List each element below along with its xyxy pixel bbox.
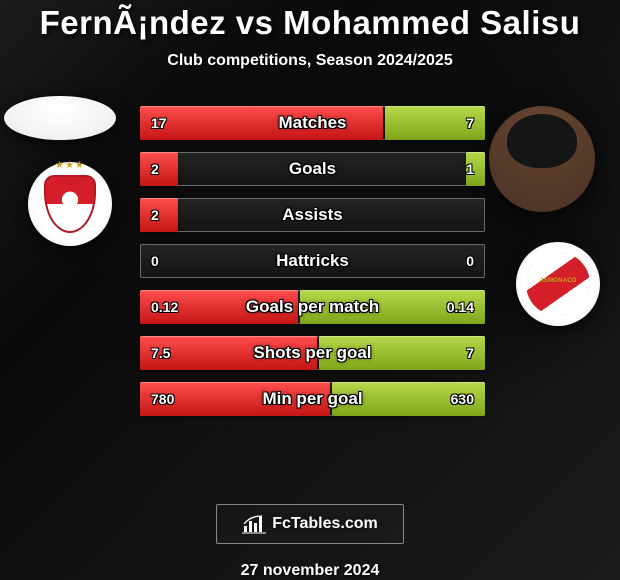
bar-chart-icon (242, 514, 266, 534)
stat-value-left: 780 (151, 391, 174, 407)
stat-row: Matches 17 7 (140, 106, 485, 140)
stat-value-left: 0 (151, 253, 159, 269)
stat-label: Min per goal (262, 389, 362, 409)
stat-value-left: 7.5 (151, 345, 170, 361)
stat-row: Goals 2 1 (140, 152, 485, 186)
player-photo-left (4, 96, 116, 140)
stat-label: Shots per goal (253, 343, 371, 363)
stat-row: Shots per goal 7.5 7 (140, 336, 485, 370)
branding-box[interactable]: FcTables.com (216, 504, 404, 544)
stat-label: Assists (282, 205, 342, 225)
stat-value-right: 630 (451, 391, 474, 407)
player-photo-right (489, 106, 595, 212)
footer-date: 27 november 2024 (241, 562, 380, 580)
stat-label: Goals (289, 159, 336, 179)
stat-rows: Matches 17 7 Goals 2 1 Assists 2 Hattricks 0 0 Goal… (140, 106, 485, 416)
benfica-shield-icon (44, 175, 96, 233)
stat-row: Assists 2 (140, 198, 485, 232)
club-badge-left (28, 162, 112, 246)
club-badge-right (516, 242, 600, 326)
stat-row: Goals per match 0.12 0.14 (140, 290, 485, 324)
stat-label: Goals per match (246, 297, 379, 317)
stat-value-right: 7 (466, 115, 474, 131)
stats-area: Matches177Goals21Assists2Hattricks00Goal… (0, 70, 620, 132)
stat-value-left: 2 (151, 207, 159, 223)
stat-row: Min per goal 780 630 (140, 382, 485, 416)
stat-value-left: 2 (151, 161, 159, 177)
stat-label: Hattricks (276, 251, 349, 271)
stat-value-right: 0.14 (447, 299, 474, 315)
page-title: FernÃ¡ndez vs Mohammed Salisu (40, 4, 581, 42)
page-subtitle: Club competitions, Season 2024/2025 (167, 52, 452, 70)
comparison-card: FernÃ¡ndez vs Mohammed Salisu Club compe… (0, 0, 620, 580)
stat-value-left: 0.12 (151, 299, 178, 315)
stat-value-right: 7 (466, 345, 474, 361)
stat-row: Hattricks 0 0 (140, 244, 485, 278)
monaco-badge-icon (526, 252, 590, 316)
branding-text: FcTables.com (272, 515, 378, 533)
stat-value-right: 0 (466, 253, 474, 269)
stat-value-left: 17 (151, 115, 167, 131)
stat-label: Matches (278, 113, 346, 133)
stat-value-right: 1 (466, 161, 474, 177)
